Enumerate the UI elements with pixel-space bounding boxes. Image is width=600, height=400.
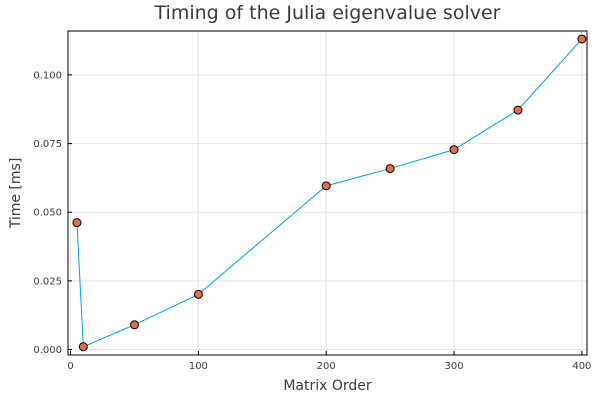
data-point (321, 181, 331, 191)
data-point (577, 34, 587, 44)
x-tick-label: 400 (572, 361, 591, 372)
data-point (78, 342, 88, 352)
x-tick-label: 200 (317, 361, 336, 372)
y-axis-label: Time [ms] (8, 158, 24, 230)
y-tick-label: 0.075 (33, 139, 62, 150)
x-tick-label: 0 (67, 361, 73, 372)
x-tick-label: 100 (189, 361, 208, 372)
series-layer (72, 34, 587, 352)
y-tick-label: 0.100 (33, 70, 62, 81)
y-tick-label: 0.000 (33, 345, 62, 356)
data-point (385, 164, 395, 174)
grid-lines (68, 31, 587, 355)
data-point (513, 105, 523, 115)
chart-title: Timing of the Julia eigenvalue solver (154, 2, 501, 24)
data-point (129, 320, 139, 330)
x-tick-label: 300 (445, 361, 464, 372)
x-axis-label: Matrix Order (283, 378, 372, 394)
y-tick-label: 0.050 (33, 208, 62, 219)
data-point (449, 145, 459, 155)
y-tick-label: 0.025 (33, 276, 62, 287)
data-point (72, 218, 82, 228)
data-point (193, 289, 203, 299)
plot-area (67, 30, 588, 356)
axis-ticks: 0 100 200 300 400 0.000 0.025 0.050 0.075 0.100 (33, 31, 591, 372)
series-line (76, 38, 583, 348)
